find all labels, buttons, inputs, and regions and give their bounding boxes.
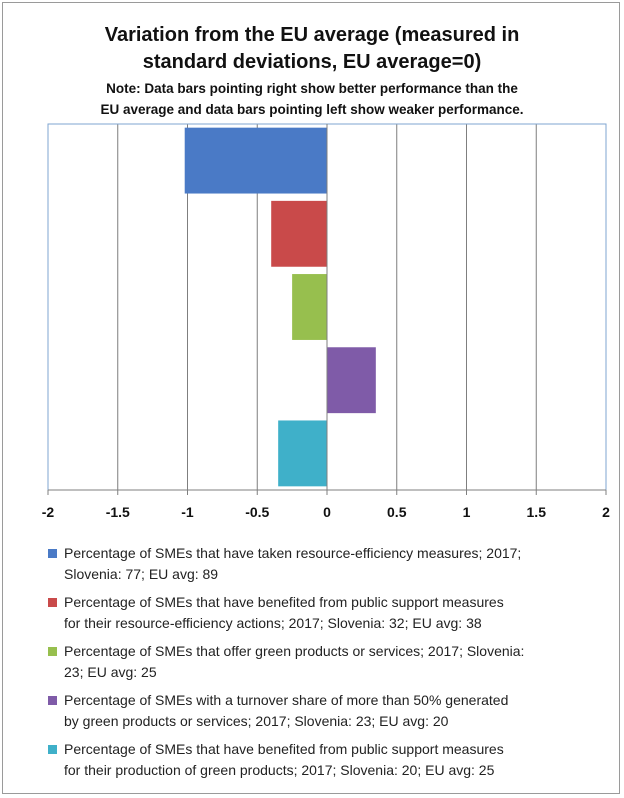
- legend-label-4-line-2: by green products or services; 2017; Slo…: [64, 713, 449, 729]
- legend-label-2-line-1: Percentage of SMEs that have benefited f…: [64, 594, 504, 610]
- bar-2: [271, 200, 327, 267]
- chart-note-line-1: Note: Data bars pointing right show bett…: [106, 81, 518, 96]
- tick-label-6: 1: [463, 504, 471, 520]
- chart-note-line-2: EU average and data bars pointing left s…: [100, 102, 524, 117]
- legend-label-5-line-2: for their production of green products; …: [64, 762, 495, 778]
- bar-4: [327, 347, 376, 414]
- tick-label-2: -1: [181, 504, 194, 520]
- tick-label-4: 0: [323, 504, 331, 520]
- tick-label-8: 2: [602, 504, 610, 520]
- legend-swatch-5: [48, 745, 57, 754]
- legend-swatch-3: [48, 647, 57, 656]
- legend-swatch-4: [48, 696, 57, 705]
- tick-label-1: -1.5: [106, 504, 130, 520]
- tick-label-7: 1.5: [527, 504, 547, 520]
- legend-label-2-line-2: for their resource-efficiency actions; 2…: [64, 615, 482, 631]
- chart-title: Variation from the EU average (measured …: [0, 22, 624, 76]
- legend-swatch-1: [48, 549, 57, 558]
- legend-label-1-line-2: Slovenia: 77; EU avg: 89: [64, 566, 219, 582]
- legend-label-3-line-2: 23; EU avg: 25: [64, 664, 157, 680]
- legend-item-3: Percentage of SMEs that offer green prod…: [48, 641, 608, 683]
- tick-label-0: -2: [42, 504, 55, 520]
- legend-label-5-line-1: Percentage of SMEs that have benefited f…: [64, 741, 504, 757]
- legend-label-1-line-1: Percentage of SMEs that have taken resou…: [64, 545, 522, 561]
- tick-label-3: -0.5: [245, 504, 269, 520]
- chart-plot: -2 -1.5 -1 -0.5 0 0.5 1 1.5 2: [42, 123, 610, 520]
- legend-item-5: Percentage of SMEs that have benefited f…: [48, 739, 608, 781]
- bar-5: [278, 420, 327, 487]
- legend-item-4: Percentage of SMEs with a turnover share…: [48, 690, 608, 732]
- chart-title-line-2: standard deviations, EU average=0): [142, 51, 482, 73]
- bar-1: [184, 127, 327, 194]
- chart-note: Note: Data bars pointing right show bett…: [0, 78, 624, 120]
- chart-legend: Percentage of SMEs that have taken resou…: [48, 543, 608, 788]
- legend-item-2: Percentage of SMEs that have benefited f…: [48, 592, 608, 634]
- bar-3: [292, 274, 327, 340]
- legend-label-3-line-1: Percentage of SMEs that offer green prod…: [64, 643, 525, 659]
- legend-swatch-2: [48, 598, 57, 607]
- legend-item-1: Percentage of SMEs that have taken resou…: [48, 543, 608, 585]
- chart-title-line-1: Variation from the EU average (measured …: [104, 24, 520, 46]
- tick-label-5: 0.5: [387, 504, 407, 520]
- legend-label-4-line-1: Percentage of SMEs with a turnover share…: [64, 692, 509, 708]
